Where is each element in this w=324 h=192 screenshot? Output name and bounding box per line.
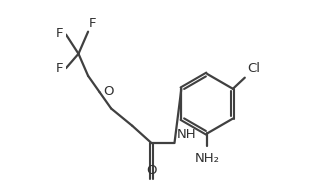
Text: NH₂: NH₂ bbox=[195, 152, 220, 165]
Text: F: F bbox=[56, 62, 64, 75]
Text: F: F bbox=[56, 27, 64, 40]
Text: Cl: Cl bbox=[248, 62, 261, 75]
Text: NH: NH bbox=[177, 128, 196, 141]
Text: O: O bbox=[103, 85, 113, 98]
Text: O: O bbox=[146, 164, 157, 177]
Text: F: F bbox=[89, 17, 97, 30]
